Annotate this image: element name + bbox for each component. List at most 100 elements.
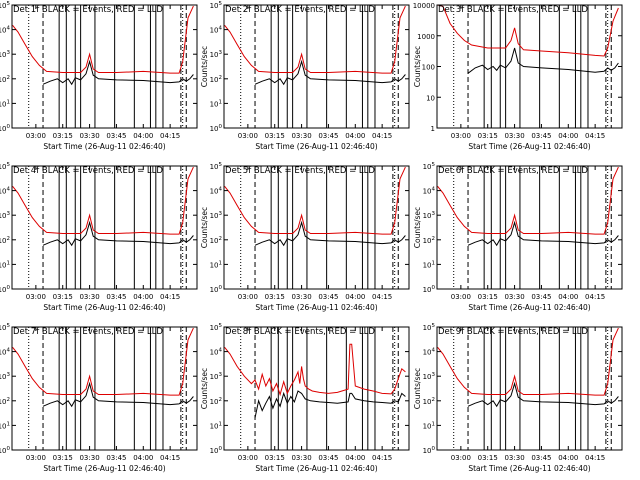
x-tick-label: 03:45 (531, 293, 551, 301)
x-tick-label: 03:15 (478, 293, 498, 301)
series-lld (224, 343, 406, 397)
y-tick-label: 104 (0, 26, 11, 35)
y-tick-label: 105 (0, 323, 11, 332)
y-tick-label: 105 (210, 323, 223, 332)
y-tick-label: 105 (0, 1, 11, 10)
panel-9: 03:00 03:15 03:30 03:45 04:00 04:15 100 101 102 1… (413, 323, 623, 473)
panel-title: Det 4f BLACK = Events, RED = LLD (13, 166, 163, 176)
x-axis-label: Start Time (26-Aug-11 02:46:40) (255, 464, 377, 473)
series-events (42, 220, 194, 247)
y-tick-label: 102 (0, 75, 10, 84)
y-tick-label: 100 (423, 446, 436, 455)
x-axis-label: Start Time (26-Aug-11 02:46:40) (43, 142, 165, 151)
y-tick-label: 104 (210, 26, 223, 35)
x-tick-label: 04:15 (585, 132, 605, 140)
y-tick-label: 100 (0, 124, 11, 133)
x-axis-label: Start Time (26-Aug-11 02:46:40) (468, 464, 590, 473)
x-axis-label: Start Time (26-Aug-11 02:46:40) (255, 142, 377, 151)
plot-frame (436, 165, 623, 290)
series-events (42, 59, 194, 86)
x-tick-label: 03:45 (531, 132, 551, 140)
y-axis-label: Counts/sec (200, 207, 209, 248)
x-tick-label: 03:15 (265, 454, 285, 462)
x-tick-label: 03:00 (238, 454, 258, 462)
x-tick-label: 03:45 (106, 293, 126, 301)
panel-2: 03:00 03:15 03:30 03:45 04:00 04:15 100 101 102 1… (200, 1, 410, 151)
x-tick-label: 03:45 (106, 454, 126, 462)
x-tick-label: 03:45 (318, 132, 338, 140)
y-tick-label: 101 (210, 421, 222, 430)
x-tick-label: 03:15 (478, 454, 498, 462)
panel-4: 03:00 03:15 03:30 03:45 04:00 04:15 100 101 102 1… (0, 162, 198, 312)
panel-5: 03:00 03:15 03:30 03:45 04:00 04:15 100 101 102 1… (200, 162, 410, 312)
y-tick-label: 101 (423, 260, 435, 269)
y-axis-label: Counts/sec (413, 207, 422, 248)
series-events (254, 59, 406, 86)
y-tick-label: 101 (0, 421, 10, 430)
y-tick-label: 105 (423, 162, 436, 171)
y-tick-label: 1000 (417, 33, 435, 41)
y-axis-label: Counts/sec (413, 46, 422, 87)
y-tick-label: 100 (0, 285, 11, 294)
y-tick-label: 104 (423, 348, 436, 357)
y-tick-label: 100 (210, 124, 223, 133)
x-tick-label: 03:30 (504, 132, 524, 140)
x-tick-label: 04:15 (160, 293, 180, 301)
y-tick-label: 102 (0, 236, 10, 245)
y-tick-label: 100 (423, 285, 436, 294)
x-tick-label: 03:00 (451, 454, 471, 462)
y-axis-label: Counts/sec (413, 368, 422, 409)
panel-title: Det 9f BLACK = Events, RED = LLD (438, 327, 588, 337)
plot-frame (436, 326, 623, 451)
series-events (467, 220, 619, 247)
x-tick-label: 04:15 (585, 454, 605, 462)
x-tick-label: 03:45 (531, 454, 551, 462)
x-tick-label: 03:15 (478, 132, 498, 140)
series-events (254, 220, 406, 247)
panel-title: Det 2f BLACK = Events, RED = LLD (225, 5, 375, 15)
y-tick-label: 104 (0, 187, 11, 196)
x-tick-label: 04:00 (133, 293, 153, 301)
x-tick-label: 04:00 (558, 293, 578, 301)
series-lld (437, 166, 619, 235)
panel-title: Det 8f BLACK = Events, RED = LLD (225, 327, 375, 337)
panel-1: 03:00 03:15 03:30 03:45 04:00 04:15 100 101 102 1… (0, 1, 198, 151)
series-lld (437, 327, 619, 396)
x-tick-label: 03:00 (26, 293, 46, 301)
y-tick-label: 100 (422, 64, 435, 72)
x-tick-label: 04:15 (372, 454, 392, 462)
panel-title: Det 7f BLACK = Events, RED = LLD (13, 327, 163, 337)
y-tick-label: 10000 (413, 2, 435, 10)
y-tick-label: 103 (210, 211, 223, 220)
y-axis-label: Counts/sec (200, 46, 209, 87)
x-tick-label: 03:30 (79, 454, 99, 462)
panel-title: Det 5f BLACK = Events, RED = LLD (225, 166, 375, 176)
y-tick-label: 105 (210, 162, 223, 171)
x-tick-label: 04:00 (558, 454, 578, 462)
y-tick-label: 104 (210, 348, 223, 357)
series-lld (224, 5, 406, 74)
plot-frame (223, 165, 410, 290)
x-axis-label: Start Time (26-Aug-11 02:46:40) (43, 464, 165, 473)
x-tick-label: 03:00 (451, 132, 471, 140)
y-tick-label: 102 (210, 236, 222, 245)
x-tick-label: 03:30 (291, 293, 311, 301)
series-lld (12, 327, 194, 396)
x-tick-label: 04:15 (372, 132, 392, 140)
panel-3: 03:00 03:15 03:30 03:45 04:00 04:15 1 10 100 1000… (413, 2, 623, 151)
x-tick-label: 04:00 (133, 454, 153, 462)
panel-8: 03:00 03:15 03:30 03:45 04:00 04:15 100 101 102 1… (200, 323, 410, 473)
x-tick-label: 03:15 (53, 454, 73, 462)
y-tick-label: 103 (0, 50, 11, 59)
panel-7: 03:00 03:15 03:30 03:45 04:00 04:15 100 101 102 1… (0, 323, 198, 473)
y-tick-label: 102 (210, 397, 222, 406)
x-tick-label: 03:15 (265, 132, 285, 140)
x-tick-label: 03:30 (504, 454, 524, 462)
x-axis-label: Start Time (26-Aug-11 02:46:40) (43, 303, 165, 312)
y-tick-label: 100 (210, 446, 223, 455)
panel-6: 03:00 03:15 03:30 03:45 04:00 04:15 100 101 102 1… (413, 162, 623, 312)
y-tick-label: 104 (423, 187, 436, 196)
y-tick-label: 103 (210, 50, 223, 59)
y-tick-label: 102 (210, 75, 222, 84)
